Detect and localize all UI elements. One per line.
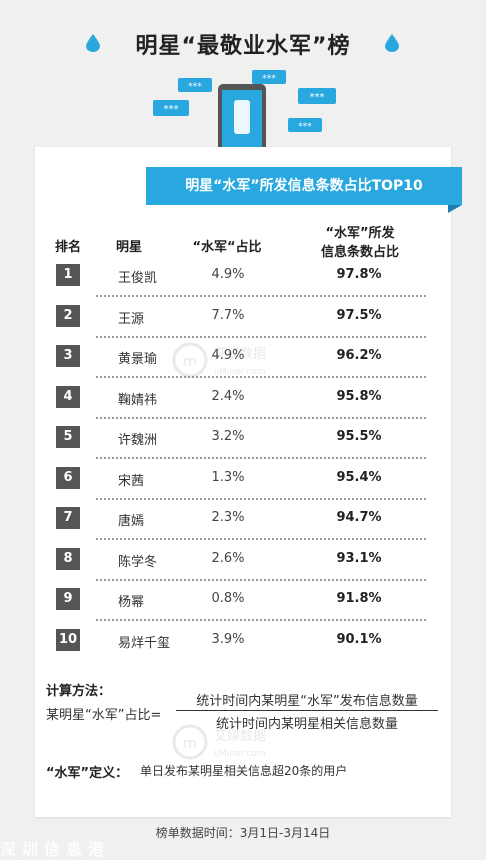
star-name: 杨幂 <box>118 595 145 610</box>
star-name: 王俊凯 <box>118 271 158 286</box>
svg-text:iiMiner.com: iiMiner.com <box>214 749 265 759</box>
water-ratio-value: 0.8% <box>211 591 245 606</box>
rank-badge: 2 <box>56 305 80 327</box>
message-share-value: 95.4% <box>336 470 382 485</box>
star-name: 唐嫣 <box>118 514 145 529</box>
message-share-value: 90.1% <box>336 632 382 647</box>
fraction-bar <box>176 710 438 711</box>
star-name: 易烊千玺 <box>118 636 171 651</box>
svg-text:m: m <box>183 354 197 370</box>
row-divider <box>96 295 426 297</box>
message-share-value: 97.5% <box>336 308 382 323</box>
rank-badge: 6 <box>56 467 80 489</box>
banner-fold <box>448 205 462 213</box>
watermark-logo: m 艾媒数据 iiMiner.com <box>170 330 290 390</box>
bottom-watermark: 深圳信息港 <box>0 840 111 859</box>
row-divider <box>96 619 426 621</box>
row-divider <box>96 538 426 540</box>
row-divider <box>96 376 426 378</box>
title-row: 明星“最敬业水军”榜 <box>0 28 486 60</box>
svg-text:***: *** <box>188 82 202 92</box>
rank-badge: 7 <box>56 507 80 529</box>
water-ratio-value: 3.9% <box>211 632 245 647</box>
definition-term: “水军”定义： <box>46 766 129 781</box>
svg-text:***: *** <box>298 122 312 132</box>
row-divider <box>96 457 426 459</box>
rank-badge: 9 <box>56 588 80 610</box>
water-ratio-value: 1.3% <box>211 470 245 485</box>
message-share-value: 95.8% <box>336 389 382 404</box>
star-name: 宋茜 <box>118 474 145 489</box>
formula-numerator: 统计时间内某明星“水军”发布信息数量 <box>196 694 418 709</box>
rank-badge: 8 <box>56 548 80 570</box>
water-ratio-value: 2.4% <box>211 389 245 404</box>
phone-chat-illustration: *** *** *** *** *** <box>153 70 336 160</box>
rank-badge: 10 <box>56 629 80 651</box>
svg-text:艾媒数据: 艾媒数据 <box>214 729 266 744</box>
row-divider <box>96 579 426 581</box>
svg-text:***: *** <box>164 104 179 115</box>
water-ratio-value: 4.9% <box>211 267 245 282</box>
star-name: 鞠婧祎 <box>118 393 158 408</box>
water-ratio-value: 2.6% <box>211 551 245 566</box>
svg-text:***: *** <box>310 92 325 103</box>
formula-lhs: 某明星“水军”占比= <box>46 708 162 723</box>
message-share-value: 97.8% <box>336 267 382 282</box>
method-label: 计算方法： <box>46 684 112 699</box>
star-name: 许魏洲 <box>118 433 158 448</box>
chart-title-banner: 明星“水军”所发信息条数占比TOP10 <box>146 167 462 205</box>
header-share-line1: “水军”所发 <box>325 226 395 241</box>
star-name: 王源 <box>118 312 145 327</box>
star-name: 陈学冬 <box>118 555 158 570</box>
svg-text:艾媒数据: 艾媒数据 <box>214 347 266 362</box>
header-star: 明星 <box>116 240 143 255</box>
row-divider <box>96 417 426 419</box>
water-ratio-value: 7.7% <box>211 308 245 323</box>
message-share-value: 96.2% <box>336 348 382 363</box>
header-rank: 排名 <box>54 240 81 255</box>
water-drop-icon <box>86 34 100 52</box>
rank-badge: 4 <box>56 386 80 408</box>
header-share-line2: 信息条数占比 <box>320 245 399 260</box>
star-name: 黄景瑜 <box>118 352 158 367</box>
message-share-value: 94.7% <box>336 510 382 525</box>
rank-badge: 3 <box>56 345 80 367</box>
svg-text:***: *** <box>262 74 276 84</box>
content-card <box>35 147 451 817</box>
water-ratio-value: 2.3% <box>211 510 245 525</box>
svg-text:iiMiner.com: iiMiner.com <box>214 367 265 377</box>
message-share-value: 95.5% <box>336 429 382 444</box>
data-period-footer: 榜单数据时间：3月1日-3月14日 <box>155 826 331 840</box>
definition-text: 单日发布某明星相关信息超20条的用户 <box>140 764 348 778</box>
row-divider <box>96 336 426 338</box>
header-water-ratio: “水军“占比 <box>192 240 262 255</box>
water-ratio-value: 3.2% <box>211 429 245 444</box>
rank-badge: 1 <box>56 264 80 286</box>
svg-text:m: m <box>183 736 197 752</box>
message-share-value: 93.1% <box>336 551 382 566</box>
page-title: 明星“最敬业水军”榜 <box>135 34 351 59</box>
message-share-value: 91.8% <box>336 591 382 606</box>
rank-badge: 5 <box>56 426 80 448</box>
row-divider <box>96 498 426 500</box>
formula-denominator: 统计时间内某明星相关信息数量 <box>215 717 398 732</box>
watermark-logo: m 艾媒数据 iiMiner.com <box>170 712 290 772</box>
water-ratio-value: 4.9% <box>211 348 245 363</box>
water-drop-icon <box>385 34 399 52</box>
